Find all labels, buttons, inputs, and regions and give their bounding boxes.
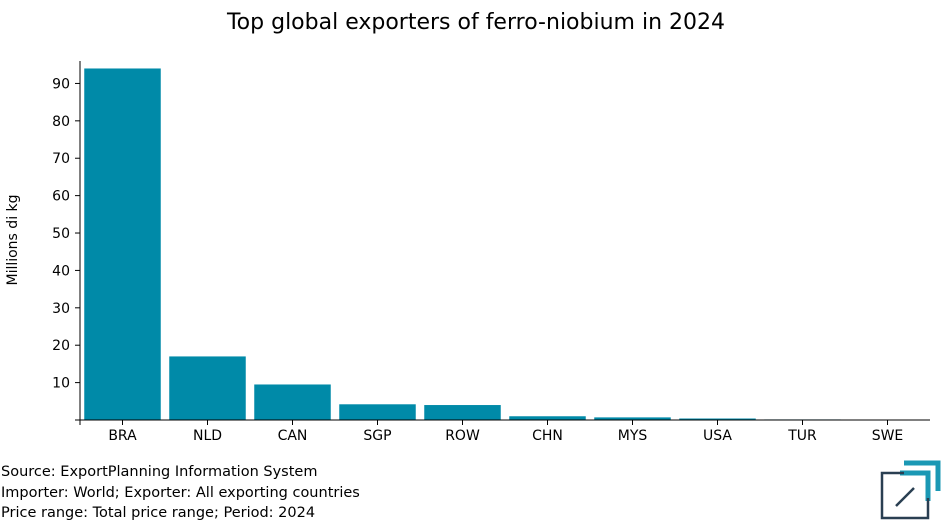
x-tick-label-mys: MYS xyxy=(618,428,648,444)
bar-mys xyxy=(594,417,671,420)
y-tick-label: 60 xyxy=(52,189,70,205)
source-footer: Source: ExportPlanning Information Syste… xyxy=(1,462,360,524)
y-tick-label: 80 xyxy=(52,114,70,130)
bar-can xyxy=(254,384,331,420)
footer-importer-line: Importer: World; Exporter: All exporting… xyxy=(1,484,360,501)
x-tick-label-sgp: SGP xyxy=(363,428,391,444)
y-tick-label: 90 xyxy=(52,76,70,92)
y-tick-label: 70 xyxy=(52,151,70,167)
y-tick-label: 10 xyxy=(52,376,70,392)
bar-row xyxy=(424,405,501,420)
bars-group xyxy=(84,68,926,421)
x-tick-label-bra: BRA xyxy=(108,428,137,444)
bar-sgp xyxy=(339,404,416,420)
x-tick-label-swe: SWE xyxy=(872,428,904,444)
y-tick-label: 20 xyxy=(52,338,70,354)
x-axis: BRA NLD CAN SGP ROW CHN MYS USA TUR SWE xyxy=(80,419,930,444)
y-tick-label: 30 xyxy=(52,301,70,317)
y-axis-title: Millions di kg xyxy=(5,194,21,285)
bar-nld xyxy=(169,356,246,420)
x-tick-label-tur: TUR xyxy=(787,428,817,444)
y-tick-label: 40 xyxy=(52,263,70,279)
x-tick-label-nld: NLD xyxy=(193,428,222,444)
x-tick-label-can: CAN xyxy=(278,428,308,444)
bar-bra xyxy=(84,68,161,421)
y-tick-label: 50 xyxy=(52,226,70,242)
bar-usa xyxy=(679,418,756,420)
footer-price-line: Price range: Total price range; Period: … xyxy=(1,505,316,521)
y-axis: 10 20 30 40 50 60 70 80 90 xyxy=(52,61,81,425)
chart-title: Top global exporters of ferro-niobium in… xyxy=(226,10,725,35)
x-tick-label-row: ROW xyxy=(445,428,480,444)
x-tick-label-chn: CHN xyxy=(532,428,563,444)
exportplanning-logo-icon xyxy=(880,460,941,520)
x-tick-label-usa: USA xyxy=(703,428,732,444)
bar-chn xyxy=(509,416,586,420)
footer-source-line: Source: ExportPlanning Information Syste… xyxy=(1,464,318,480)
